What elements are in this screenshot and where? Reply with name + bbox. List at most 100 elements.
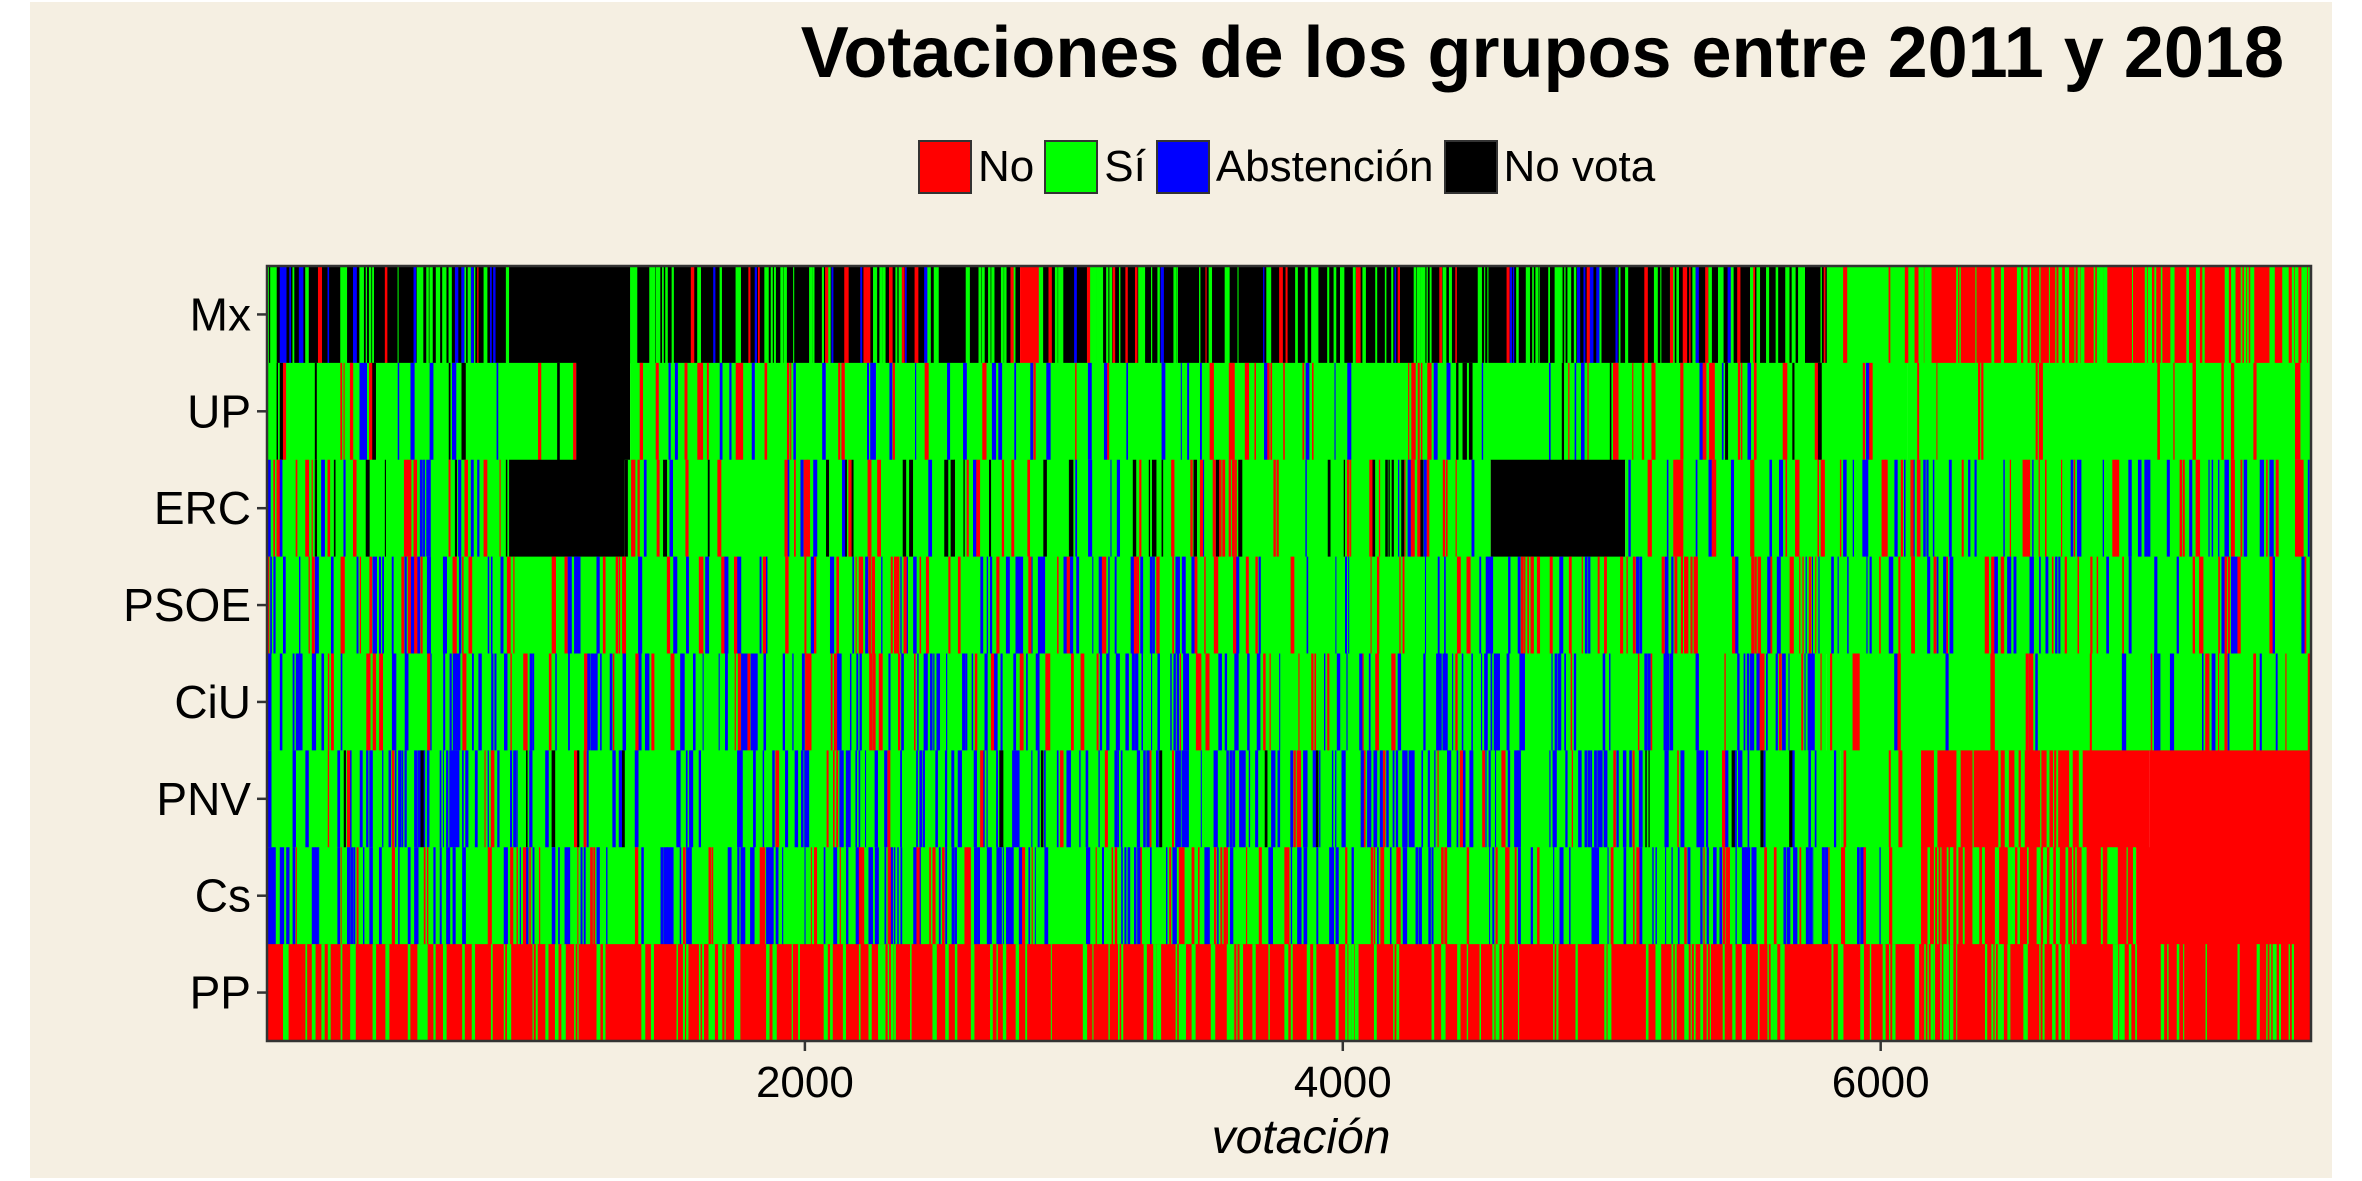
stripe [831, 266, 834, 364]
stripe [2064, 944, 2068, 1042]
stripe [1242, 750, 1246, 848]
stripe [333, 459, 336, 558]
stripe [881, 556, 883, 654]
stripe [922, 750, 925, 848]
stripe [1153, 556, 1155, 654]
stripe [2291, 944, 2294, 1042]
stripe [417, 847, 419, 945]
stripe [2269, 556, 2274, 654]
stripe [705, 556, 710, 654]
stripe [823, 944, 828, 1042]
stripe [1639, 847, 1643, 945]
stripe [1348, 944, 1352, 1042]
stripe [1817, 459, 1819, 558]
stripe [897, 556, 900, 654]
stripe [1801, 266, 1806, 364]
stripe [454, 266, 459, 364]
stripe [442, 944, 447, 1042]
stripe [1223, 847, 1227, 945]
stripe [871, 847, 873, 945]
stripe [1722, 750, 1726, 848]
stripe [1949, 847, 1954, 945]
stripe [1397, 653, 1402, 751]
stripe [1362, 653, 1364, 751]
stripe [1738, 750, 1743, 848]
stripe [1763, 750, 1766, 848]
stripe [873, 362, 876, 461]
stripe [1783, 847, 1787, 945]
stripe [2069, 750, 2073, 848]
stripe [684, 362, 688, 461]
stripe [836, 556, 839, 654]
stripe [1284, 944, 1289, 1042]
stripe [873, 266, 878, 364]
stripe [414, 556, 418, 654]
stripe [286, 944, 289, 1042]
stripe [2230, 362, 2235, 461]
stripe [1244, 362, 1250, 461]
stripe [1805, 847, 1809, 945]
stripe [2144, 266, 2148, 364]
stripe [2053, 750, 2055, 848]
stripe [1898, 556, 1901, 654]
stripe [782, 847, 784, 945]
stripe [991, 362, 997, 461]
stripe [2007, 847, 2013, 945]
stripe [996, 750, 998, 848]
stripe [1110, 459, 1112, 558]
stripe [662, 266, 664, 364]
stripe [1888, 556, 1894, 654]
stripe [656, 459, 660, 558]
stripe [2090, 556, 2093, 654]
stripe [1022, 847, 1026, 945]
stripe [1134, 266, 1138, 364]
stripe [1408, 362, 1410, 461]
stripe [670, 847, 674, 945]
stripe [350, 847, 354, 945]
stripe [574, 556, 578, 654]
stripe [1956, 266, 1959, 364]
stripe [426, 266, 429, 364]
stripe [2017, 847, 2020, 945]
stripe [471, 653, 474, 751]
stripe [826, 750, 829, 848]
stripe [1220, 847, 1223, 945]
x-tick-label-6000: 6000 [1832, 1058, 1930, 1107]
stripe [1984, 556, 1989, 654]
stripe [372, 556, 377, 654]
stripe [910, 944, 912, 1042]
stripe [2218, 556, 2220, 654]
stripe [1057, 556, 1059, 654]
stripe [890, 944, 894, 1042]
stripe [1197, 847, 1200, 945]
stripe [1791, 266, 1796, 364]
stripe [510, 653, 512, 751]
stripe [1484, 266, 1486, 364]
stripe [330, 556, 334, 654]
y-tick-label-CiU: CiU [174, 676, 251, 728]
stripe [596, 944, 601, 1042]
stripe [1444, 556, 1446, 654]
stripe [346, 750, 351, 848]
heatmap-row-UP [267, 362, 2311, 461]
stripe [2176, 944, 2180, 1042]
stripe [1153, 944, 1157, 1042]
stripe [1431, 944, 1435, 1042]
stripe [1687, 847, 1691, 945]
stripe [1267, 362, 1270, 461]
stripe [417, 944, 422, 1042]
stripe [1114, 847, 1118, 945]
stripe [2240, 266, 2243, 364]
stripe [1847, 556, 1849, 654]
legend-label-abstencion: Abstención [1215, 142, 1434, 191]
stripe [1773, 847, 1777, 945]
stripe [314, 556, 319, 654]
stripe [429, 362, 434, 461]
stripe [928, 459, 933, 558]
stripe [685, 750, 688, 848]
stripe [791, 944, 793, 1042]
stripe [593, 847, 596, 945]
stripe [1522, 653, 1525, 751]
stripe [1968, 459, 1971, 558]
stripe [893, 556, 898, 654]
